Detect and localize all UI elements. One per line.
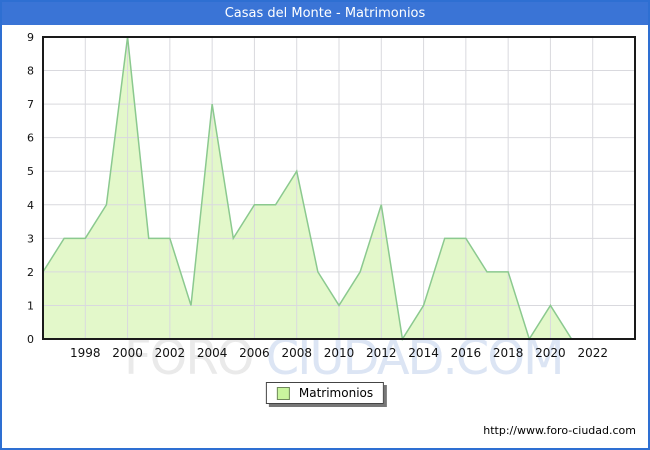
x-tick-label: 2002 — [155, 346, 186, 360]
y-tick-label: 4 — [27, 199, 34, 212]
x-tick-label: 2000 — [112, 346, 143, 360]
x-tick-label: 2010 — [324, 346, 355, 360]
y-tick-label: 5 — [27, 165, 34, 178]
x-tick-label: 2022 — [577, 346, 608, 360]
chart-title: Casas del Monte - Matrimonios — [224, 6, 426, 21]
watermark: FORO CIUDAD.COM — [124, 334, 564, 382]
x-tick-label: 2008 — [281, 346, 312, 360]
legend-swatch-icon — [276, 386, 290, 400]
y-tick-label: 0 — [27, 333, 34, 346]
area-outline — [42, 36, 614, 342]
x-tick-label: 2004 — [197, 346, 228, 360]
y-tick-label: 2 — [27, 266, 34, 279]
x-tick-label: 2016 — [451, 346, 482, 360]
title-bar: Casas del Monte - Matrimonios — [2, 2, 648, 25]
legend-label: Matrimonios — [298, 386, 374, 400]
x-tick-label: 2014 — [408, 346, 439, 360]
x-tick-label: 2018 — [493, 346, 524, 360]
watermark-text-left: FORO — [124, 330, 255, 386]
watermark-text-right: CIUDAD.COM — [252, 330, 565, 386]
y-tick-label: 6 — [27, 132, 34, 145]
x-tick-label: 2006 — [239, 346, 270, 360]
footer-url: http://www.foro-ciudad.com — [483, 424, 636, 437]
y-tick-label: 9 — [27, 31, 34, 44]
area-fill — [43, 37, 614, 339]
y-tick-label: 3 — [27, 232, 34, 245]
y-tick-label: 1 — [27, 299, 34, 312]
x-tick-label: 2020 — [535, 346, 566, 360]
legend: Matrimonios — [265, 382, 385, 404]
plot-border — [42, 36, 636, 340]
y-tick-label: 7 — [27, 98, 34, 111]
y-tick-label: 8 — [27, 65, 34, 78]
x-tick-label: 2012 — [366, 346, 397, 360]
x-tick-label: 1998 — [70, 346, 101, 360]
